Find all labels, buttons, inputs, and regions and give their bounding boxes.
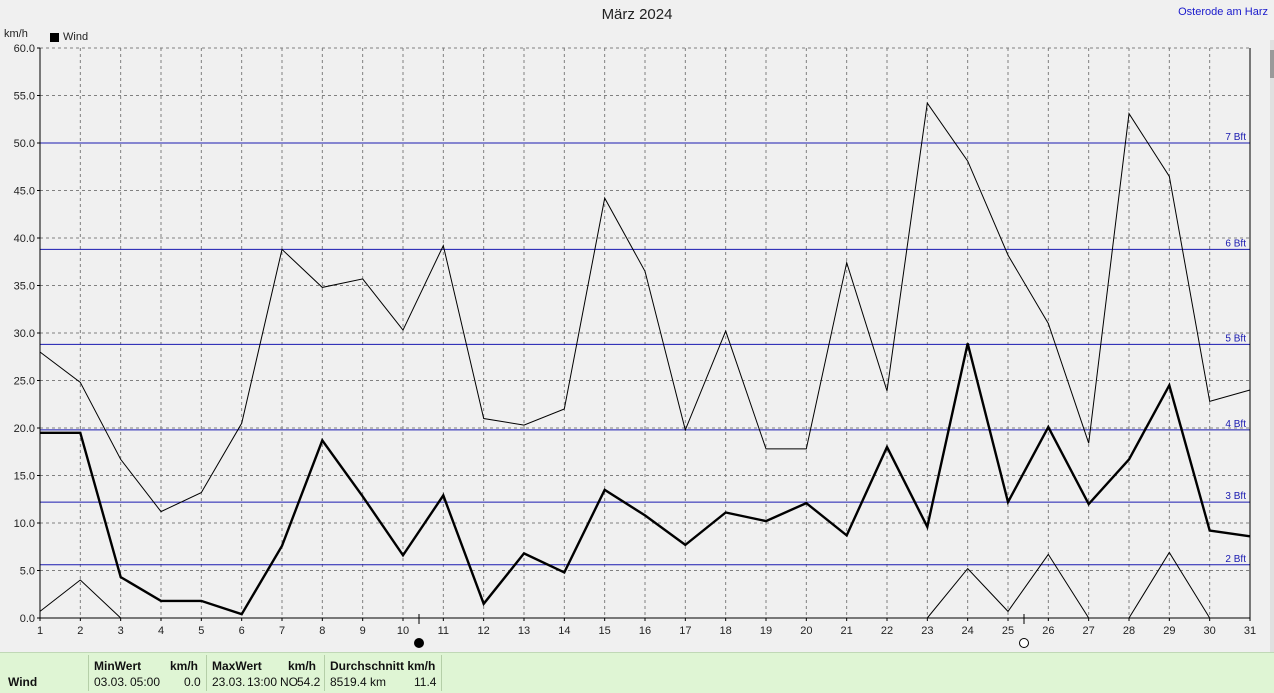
x-tick-label: 30 bbox=[1204, 625, 1216, 637]
new-moon-icon bbox=[414, 638, 424, 648]
x-tick-label: 2 bbox=[77, 625, 83, 637]
y-tick-label: 25.0 bbox=[14, 376, 35, 388]
y-tick-label: 55.0 bbox=[14, 91, 35, 103]
x-tick-label: 10 bbox=[397, 625, 409, 637]
y-axis-unit: km/h bbox=[4, 28, 28, 40]
scrollbar-thumb[interactable] bbox=[1270, 50, 1274, 78]
min-value: 0.0 bbox=[184, 675, 201, 689]
x-tick-label: 5 bbox=[198, 625, 204, 637]
beaufort-label: 5 Bft bbox=[1225, 333, 1246, 344]
x-tick-label: 28 bbox=[1123, 625, 1135, 637]
x-tick-label: 4 bbox=[158, 625, 164, 637]
location-label: Osterode am Harz bbox=[1178, 6, 1268, 18]
y-tick-label: 45.0 bbox=[14, 186, 35, 198]
x-tick-label: 14 bbox=[558, 625, 570, 637]
legend: Wind bbox=[50, 31, 88, 43]
x-tick-label: 17 bbox=[679, 625, 691, 637]
y-tick-label: 10.0 bbox=[14, 518, 35, 530]
min-unit: km/h bbox=[170, 659, 199, 673]
x-tick-label: 15 bbox=[599, 625, 611, 637]
y-tick-label: 0.0 bbox=[20, 613, 35, 625]
x-tick-label: 6 bbox=[239, 625, 245, 637]
min-time: 05:00 bbox=[130, 675, 161, 689]
x-tick-label: 7 bbox=[279, 625, 285, 637]
x-tick-label: 11 bbox=[438, 625, 449, 637]
x-tick-label: 3 bbox=[118, 625, 124, 637]
stats-divider bbox=[206, 655, 207, 691]
max-date: 23.03. bbox=[212, 675, 246, 689]
x-tick-label: 24 bbox=[962, 625, 974, 637]
y-tick-label: 30.0 bbox=[14, 328, 35, 340]
y-tick-label: 15.0 bbox=[14, 471, 35, 483]
avg-distance: 8519.4 km bbox=[330, 675, 387, 689]
full-moon-icon bbox=[1019, 638, 1029, 648]
series-line-bold bbox=[40, 343, 1251, 616]
max-value: 54.2 bbox=[297, 675, 321, 689]
max-time: 13:00 bbox=[247, 675, 278, 689]
x-tick-label: 13 bbox=[518, 625, 530, 637]
x-tick-label: 18 bbox=[720, 625, 732, 637]
chart-title: März 2024 bbox=[601, 6, 673, 23]
stats-divider bbox=[324, 655, 325, 691]
y-tick-label: 20.0 bbox=[14, 423, 35, 435]
x-tick-label: 25 bbox=[1002, 625, 1014, 637]
x-tick-label: 27 bbox=[1083, 625, 1095, 637]
wind-chart: 2 Bft 3 Bft 4 Bft 5 Bft 6 Bft 7 Bft 0.0 5.0 10.0… bbox=[14, 43, 1256, 648]
min-date: 03.03. bbox=[94, 675, 128, 689]
beaufort-label: 2 Bft bbox=[1225, 554, 1246, 565]
x-tick-label: 1 bbox=[37, 625, 43, 637]
legend-swatch bbox=[50, 32, 59, 42]
y-tick-label: 5.0 bbox=[20, 566, 35, 578]
max-direction: NO bbox=[280, 675, 298, 689]
x-tick-label: 26 bbox=[1042, 625, 1054, 637]
beaufort-label: 7 Bft bbox=[1225, 132, 1246, 143]
x-tick-label: 31 bbox=[1244, 625, 1256, 637]
x-tick-label: 16 bbox=[639, 625, 651, 637]
x-tick-label: 29 bbox=[1163, 625, 1175, 637]
beaufort-label: 4 Bft bbox=[1225, 419, 1246, 430]
max-unit: km/h bbox=[288, 659, 317, 673]
beaufort-label: 6 Bft bbox=[1225, 238, 1246, 249]
avg-value: 11.4 bbox=[414, 675, 437, 689]
y-tick-label: 40.0 bbox=[14, 233, 35, 245]
x-tick-label: 19 bbox=[760, 625, 772, 637]
min-header: MinWert bbox=[94, 659, 142, 673]
max-header: MaxWert bbox=[212, 659, 262, 673]
x-tick-label: 8 bbox=[319, 625, 325, 637]
series-line-min bbox=[39, 579, 122, 619]
series-line-min bbox=[926, 551, 1211, 619]
avg-header: Durchschnitt km/h bbox=[330, 659, 436, 673]
y-tick-label: 50.0 bbox=[14, 138, 35, 150]
stats-panel: Wind MinWert km/h 03.03. 05:00 0.0 MaxWe… bbox=[0, 652, 1274, 693]
stats-divider bbox=[441, 655, 442, 691]
y-tick-label: 60.0 bbox=[14, 43, 35, 55]
x-tick-label: 12 bbox=[478, 625, 490, 637]
stats-divider bbox=[88, 655, 89, 691]
series-line-max bbox=[39, 101, 1251, 513]
beaufort-label: 3 Bft bbox=[1225, 491, 1246, 502]
x-tick-label: 21 bbox=[841, 625, 853, 637]
x-tick-label: 23 bbox=[921, 625, 933, 637]
scrollbar-track[interactable] bbox=[1270, 40, 1274, 692]
y-tick-label: 35.0 bbox=[14, 281, 35, 293]
legend-label: Wind bbox=[63, 31, 89, 43]
x-tick-label: 20 bbox=[800, 625, 812, 637]
stats-row-label: Wind bbox=[8, 675, 38, 689]
x-tick-label: 9 bbox=[360, 625, 366, 637]
x-tick-label: 22 bbox=[881, 625, 893, 637]
